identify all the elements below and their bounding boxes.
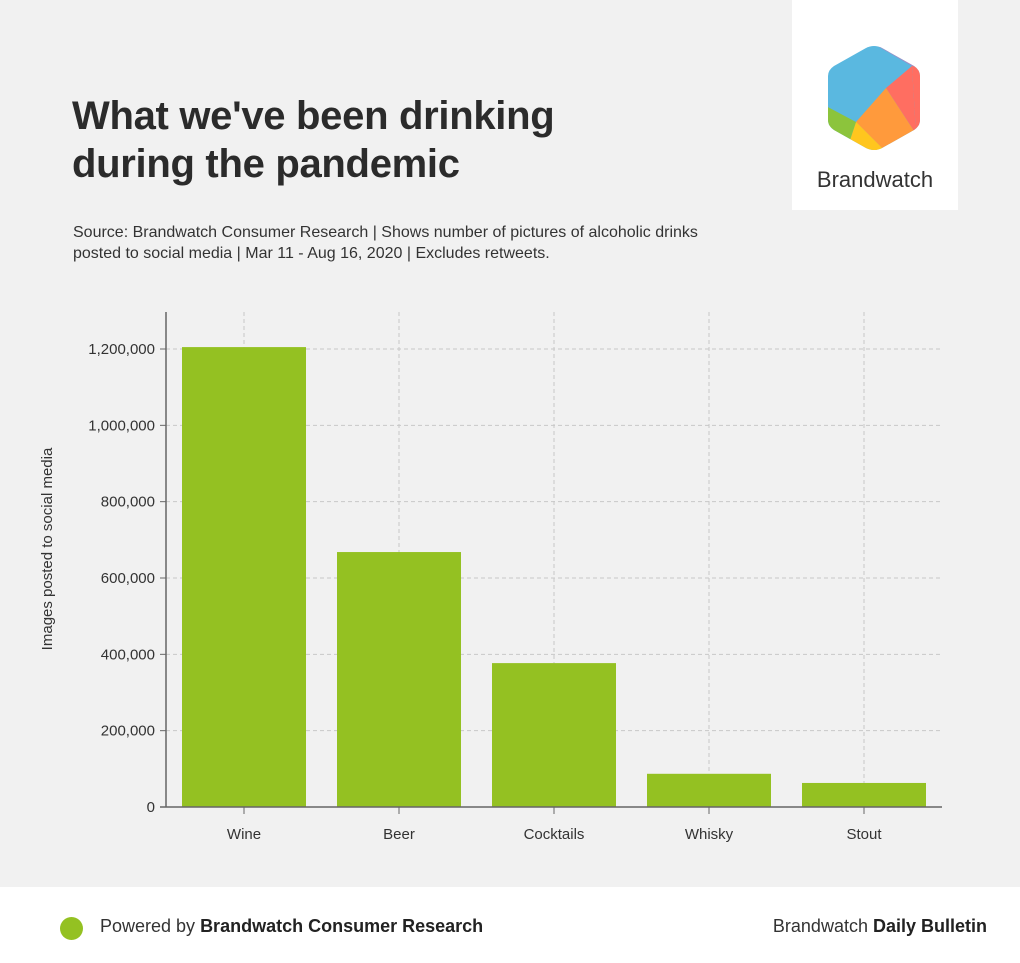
x-tick-label: Stout xyxy=(846,826,882,843)
powered-by-text: Powered by Brandwatch Consumer Research xyxy=(100,916,483,937)
footer: Powered by Brandwatch Consumer Research … xyxy=(0,887,1020,963)
x-tick-label: Cocktails xyxy=(524,826,585,843)
chart-subtitle: Source: Brandwatch Consumer Research | S… xyxy=(73,224,698,262)
bar-wine xyxy=(182,347,306,807)
y-tick-label: 800,000 xyxy=(101,494,155,511)
brandwatch-logo-text: Brandwatch xyxy=(816,167,934,192)
bulletin-name: Daily Bulletin xyxy=(872,916,987,936)
powered-by-brand: Brandwatch Consumer Research xyxy=(200,916,484,936)
y-tick-label: 1,000,000 xyxy=(88,417,155,434)
bar-beer xyxy=(337,552,461,807)
brandwatch-logo-card: Brandwatch xyxy=(792,0,958,210)
bar-stout xyxy=(802,782,926,807)
chart-title: What we've been drinking during the pand… xyxy=(72,92,555,188)
axes xyxy=(160,312,942,814)
bar-chart: 0 200,000 400,000 600,000 800,000 1,000,000 1,… xyxy=(39,312,942,843)
y-tick-label: 1,200,000 xyxy=(88,341,155,358)
brandwatch-hexagon-icon xyxy=(828,46,920,150)
x-tick-label: Beer xyxy=(383,826,415,843)
bars xyxy=(182,347,926,807)
title-line-2: during the pandemic xyxy=(72,142,460,186)
y-axis-title: Images posted to social media xyxy=(39,447,56,650)
bar-whisky xyxy=(647,773,771,807)
y-tick-label: 400,000 xyxy=(101,646,155,663)
bulletin-prefix: Brandwatch xyxy=(772,916,873,936)
daily-bulletin-text: Brandwatch Daily Bulletin xyxy=(773,916,987,937)
x-tick-label: Whisky xyxy=(685,826,734,843)
axis-labels: 0 200,000 400,000 600,000 800,000 1,000,000 1,… xyxy=(39,341,882,843)
brand-dot-icon xyxy=(60,917,83,940)
y-tick-label: 200,000 xyxy=(101,723,155,740)
powered-by-prefix: Powered by xyxy=(100,916,201,936)
x-tick-label: Wine xyxy=(227,826,261,843)
y-tick-label: 600,000 xyxy=(101,570,155,587)
title-line-1: What we've been drinking xyxy=(72,94,555,138)
bar-cocktails xyxy=(492,663,616,807)
y-tick-label: 0 xyxy=(147,799,155,816)
